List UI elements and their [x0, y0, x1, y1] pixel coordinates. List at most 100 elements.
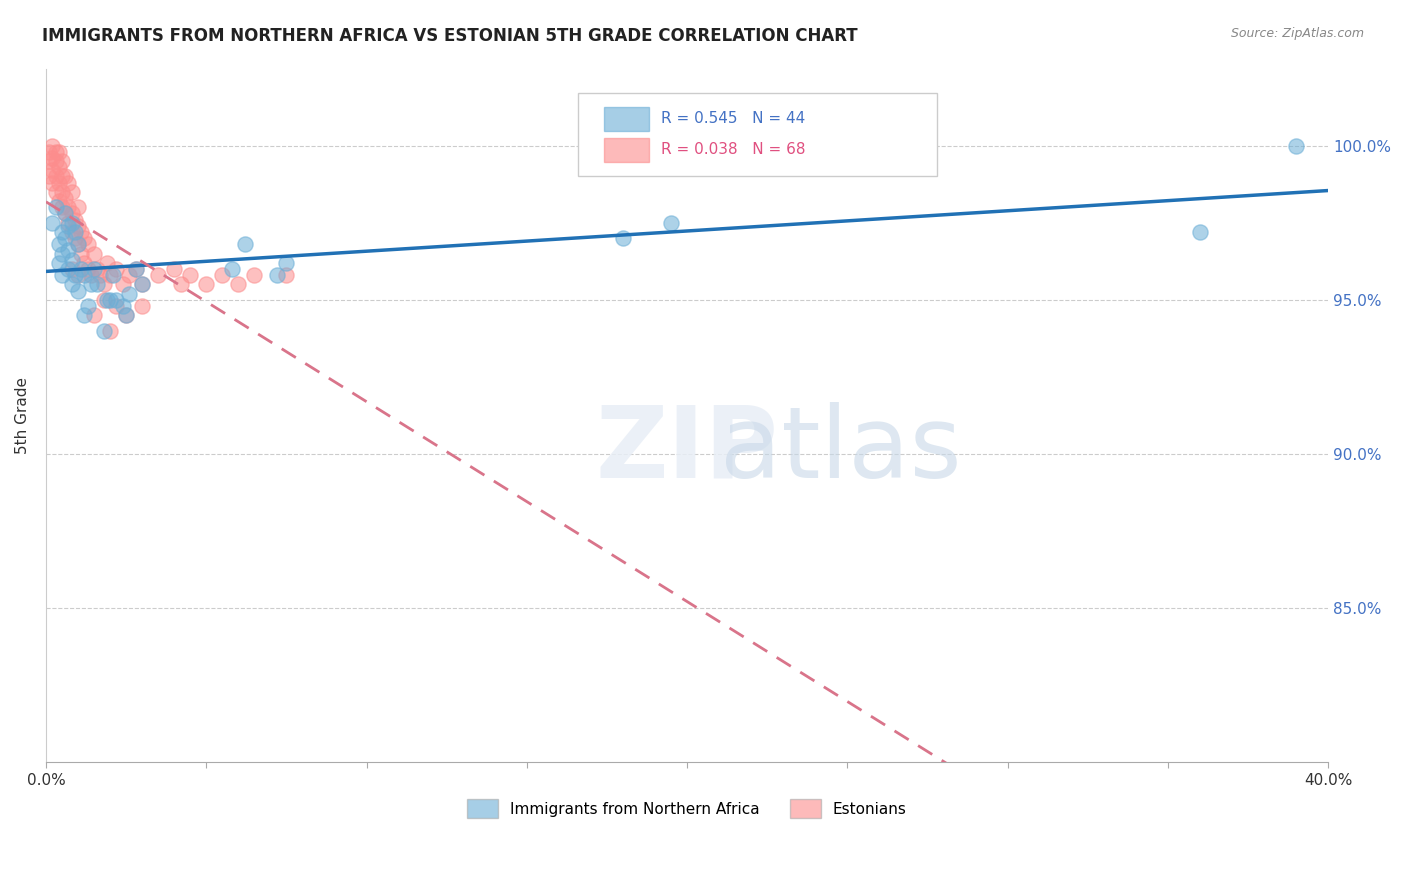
Point	[86, 262, 108, 277]
Point	[612, 231, 634, 245]
Text: Source: ZipAtlas.com: Source: ZipAtlas.com	[1230, 27, 1364, 40]
Point	[51, 154, 73, 169]
Point	[51, 225, 73, 239]
Point	[105, 262, 128, 277]
Point	[105, 299, 128, 313]
Point	[48, 237, 70, 252]
Point	[146, 268, 169, 282]
Point	[38, 154, 60, 169]
Point	[60, 277, 83, 292]
Text: R = 0.038   N = 68: R = 0.038 N = 68	[661, 142, 806, 157]
Point	[53, 206, 76, 220]
Point	[98, 324, 121, 338]
Point	[96, 256, 118, 270]
Point	[118, 268, 141, 282]
Point	[41, 163, 63, 178]
Point	[63, 212, 86, 227]
Point	[53, 206, 76, 220]
Bar	[603, 107, 648, 131]
Point	[60, 216, 83, 230]
Point	[93, 293, 115, 307]
Point	[51, 246, 73, 260]
Point	[51, 169, 73, 184]
Point	[98, 268, 121, 282]
Point	[70, 262, 93, 277]
Point	[45, 169, 67, 184]
Point	[38, 145, 60, 159]
Point	[41, 138, 63, 153]
Point	[66, 268, 89, 282]
Point	[58, 176, 80, 190]
Point	[60, 252, 83, 267]
Point	[73, 256, 96, 270]
Point	[80, 268, 103, 282]
Text: IMMIGRANTS FROM NORTHERN AFRICA VS ESTONIAN 5TH GRADE CORRELATION CHART: IMMIGRANTS FROM NORTHERN AFRICA VS ESTON…	[42, 27, 858, 45]
Point	[45, 154, 67, 169]
Point	[93, 277, 115, 292]
Point	[76, 299, 98, 313]
Point	[63, 268, 86, 282]
Point	[76, 262, 98, 277]
Point	[179, 268, 201, 282]
Point	[51, 200, 73, 214]
Point	[195, 277, 218, 292]
Point	[221, 262, 243, 277]
Point	[266, 268, 288, 282]
Point	[53, 191, 76, 205]
Point	[45, 145, 67, 159]
Point	[226, 277, 249, 292]
Point	[243, 268, 266, 282]
Point	[83, 246, 105, 260]
Point	[41, 151, 63, 165]
Point	[41, 176, 63, 190]
Point	[73, 268, 96, 282]
Point	[169, 277, 191, 292]
Point	[53, 231, 76, 245]
Point	[51, 185, 73, 199]
Point	[118, 286, 141, 301]
Point	[131, 277, 153, 292]
Point	[276, 268, 298, 282]
Point	[70, 225, 93, 239]
Point	[58, 262, 80, 277]
Point	[66, 284, 89, 298]
Point	[58, 219, 80, 233]
Point	[659, 216, 682, 230]
Text: atlas: atlas	[720, 401, 962, 499]
Point	[96, 293, 118, 307]
Point	[76, 237, 98, 252]
Point	[276, 256, 298, 270]
Point	[125, 262, 148, 277]
Point	[60, 206, 83, 220]
Point	[73, 308, 96, 322]
Legend: Immigrants from Northern Africa, Estonians: Immigrants from Northern Africa, Estonia…	[461, 793, 912, 824]
Point	[66, 219, 89, 233]
Point	[58, 216, 80, 230]
Point	[1188, 225, 1211, 239]
Point	[60, 262, 83, 277]
Point	[60, 225, 83, 239]
Y-axis label: 5th Grade: 5th Grade	[15, 377, 30, 454]
Point	[125, 262, 148, 277]
Point	[45, 200, 67, 214]
Point	[131, 299, 153, 313]
Point	[1285, 138, 1308, 153]
Point	[58, 200, 80, 214]
Point	[66, 200, 89, 214]
Point	[45, 185, 67, 199]
Point	[89, 268, 111, 282]
Point	[48, 145, 70, 159]
Point	[66, 237, 89, 252]
Point	[233, 237, 256, 252]
Point	[41, 216, 63, 230]
Point	[51, 268, 73, 282]
Point	[83, 308, 105, 322]
Text: R = 0.545   N = 44: R = 0.545 N = 44	[661, 111, 806, 126]
Point	[80, 277, 103, 292]
Bar	[603, 138, 648, 162]
Point	[105, 293, 128, 307]
Point	[48, 194, 70, 208]
Point	[66, 237, 89, 252]
Point	[53, 169, 76, 184]
FancyBboxPatch shape	[578, 93, 936, 176]
